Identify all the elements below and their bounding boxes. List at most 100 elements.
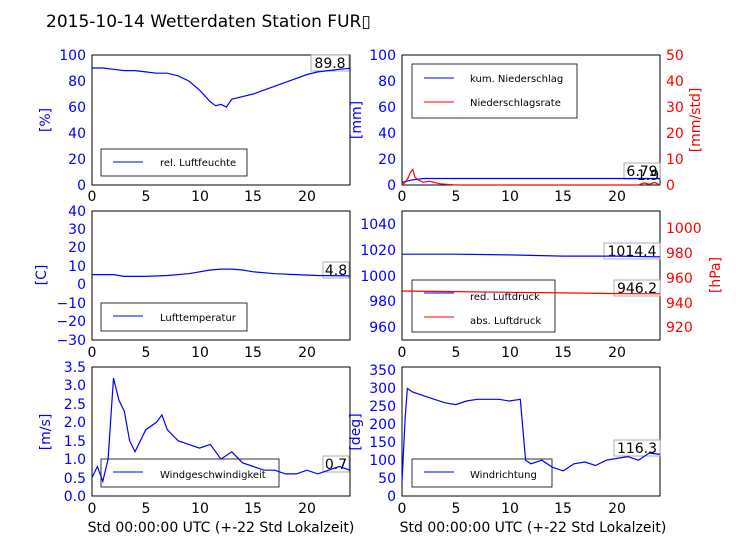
ytick-precip-4: 80 xyxy=(378,74,396,90)
legend-label-windspeed: Windgeschwindigkeit xyxy=(160,470,266,481)
value-box-winddir xyxy=(613,439,661,457)
series-line-temperature-0 xyxy=(92,268,351,277)
ytick-windspeed-6: 3.0 xyxy=(64,378,86,394)
legend-humidity: rel. Luftfeuchte xyxy=(100,148,248,177)
figure-title: 2015-10-14 Wetterdaten Station FUR▯ xyxy=(46,12,371,32)
series-line-winddir-0 xyxy=(401,387,661,482)
last-value-humidity: 89.8 xyxy=(314,56,345,72)
yticks-humidity: 0 20 40 60 80 100 xyxy=(59,48,86,194)
yticks-winddir: 0 50 100 150 200 250 300 350 xyxy=(369,363,396,505)
ylabel-windspeed: [m/s] xyxy=(38,414,54,451)
legend-box-temperature xyxy=(100,302,248,332)
xtick-precip-3: 15 xyxy=(554,189,572,205)
y2tick-pressure-0: 920 xyxy=(666,320,693,336)
yticks-windspeed: 0.0 0.5 1.0 1.5 2.0 2.5 3.0 3.5 xyxy=(64,360,86,505)
xticks-windspeed: 0 5 10 15 20 xyxy=(88,501,316,517)
last-value-pressure-1: 946.2 xyxy=(617,281,657,297)
ytick-windspeed-0: 0.0 xyxy=(64,489,86,505)
ytick-humidity-0: 0 xyxy=(77,178,86,194)
series-line-precip-1 xyxy=(401,168,661,186)
ytick-pressure-4: 1040 xyxy=(360,217,396,233)
y2tick-precip-0: 0 xyxy=(666,178,675,194)
series-line-pressure-0 xyxy=(402,253,661,258)
panel-winddir: [deg] 0 50 100 150 200 250 300 350 0 5 1… xyxy=(348,363,666,536)
xtick-temperature-4: 20 xyxy=(298,345,316,361)
xtick-windspeed-2: 10 xyxy=(191,501,209,517)
xtick-winddir-3: 15 xyxy=(554,501,572,517)
panel-windspeed: [m/s] 0.0 0.5 1.0 1.5 2.0 2.5 3.0 3.5 0 … xyxy=(38,360,354,536)
legend-label-precip-0: kum. Niederschlag xyxy=(470,74,563,85)
ytick-pressure-2: 1000 xyxy=(360,269,396,285)
ytick-pressure-0: 960 xyxy=(369,320,396,336)
value-label-temperature: 4.8 xyxy=(322,261,350,279)
ytick-windspeed-2: 1.0 xyxy=(64,452,86,468)
value-box-pressure-1 xyxy=(613,279,661,297)
xtick-pressure-1: 5 xyxy=(452,345,461,361)
xtick-winddir-1: 5 xyxy=(452,501,461,517)
y2tick-precip-4: 40 xyxy=(666,74,684,90)
legend-windspeed: Windgeschwindigkeit xyxy=(100,458,280,488)
xtick-precip-4: 20 xyxy=(608,189,626,205)
legend-label-winddir: Windrichtung xyxy=(470,470,537,481)
xtick-temperature-2: 10 xyxy=(191,345,209,361)
xtick-precip-1: 5 xyxy=(452,189,461,205)
xtick-windspeed-1: 5 xyxy=(142,501,151,517)
series-line-windspeed-0 xyxy=(91,377,351,484)
ytick-winddir-1: 50 xyxy=(378,471,396,487)
y2tick-precip-1: 10 xyxy=(666,152,684,168)
xticks-pressure: 0 5 10 15 20 xyxy=(398,345,626,361)
xtick-humidity-2: 10 xyxy=(191,189,209,205)
y2tick-pressure-2: 960 xyxy=(666,271,693,287)
xtick-pressure-3: 15 xyxy=(554,345,572,361)
value-labels-pressure: 1014.4 946.2 xyxy=(603,242,661,297)
xtick-humidity-4: 20 xyxy=(298,189,316,205)
y2ticks-precip: 0 10 20 30 40 50 xyxy=(666,48,684,194)
series-line-humidity-0 xyxy=(92,67,351,108)
xtick-windspeed-4: 20 xyxy=(298,501,316,517)
ytick-windspeed-5: 2.5 xyxy=(64,397,86,413)
legend-label-pressure-0: red. Luftdruck xyxy=(470,292,540,303)
ylabel-winddir: [deg] xyxy=(348,413,364,450)
yticks-pressure: 960 980 1000 1020 1040 xyxy=(360,217,396,336)
ytick-temperature-5: 20 xyxy=(68,240,86,256)
legend-label-temperature: Lufttemperatur xyxy=(160,313,237,324)
legend-pressure: red. Luftdruck abs. Luftdruck xyxy=(411,279,556,333)
series-line-precip-0 xyxy=(401,177,660,183)
legend-box-windspeed xyxy=(100,458,280,488)
ytick-humidity-3: 60 xyxy=(68,100,86,116)
xtick-humidity-3: 15 xyxy=(244,189,262,205)
ytick-winddir-6: 300 xyxy=(369,381,396,397)
xlabel-windspeed: Std 00:00:00 UTC (+-22 Std Lokalzeit) xyxy=(88,520,355,536)
yticks-precip: 0 20 40 60 80 100 xyxy=(369,48,396,194)
ytick-precip-5: 100 xyxy=(369,48,396,64)
xtick-winddir-4: 20 xyxy=(608,501,626,517)
xticks-precip: 0 5 10 15 20 xyxy=(398,189,626,205)
ytick-temperature-4: 10 xyxy=(68,259,86,275)
ylabel-humidity: [%] xyxy=(38,108,54,132)
legend-temperature: Lufttemperatur xyxy=(100,302,248,332)
last-value-temperature: 4.8 xyxy=(325,263,347,279)
ytick-humidity-4: 80 xyxy=(68,74,86,90)
y2tick-pressure-1: 940 xyxy=(666,296,693,312)
ytick-winddir-2: 100 xyxy=(369,453,396,469)
ytick-winddir-0: 0 xyxy=(387,489,396,505)
value-box-pressure-0 xyxy=(603,242,661,260)
ytick-temperature-3: 0 xyxy=(77,277,86,293)
ytick-windspeed-3: 1.5 xyxy=(64,434,86,450)
y2tick-precip-5: 50 xyxy=(666,48,684,64)
ylabel-temperature: [C] xyxy=(34,265,50,286)
ytick-humidity-1: 20 xyxy=(68,152,86,168)
series-layer xyxy=(91,67,661,484)
legend-box-winddir xyxy=(411,458,553,488)
ylabel-precip: [mm] xyxy=(349,101,365,139)
y2ticks-pressure: 920 940 960 980 1000 xyxy=(666,221,702,336)
ytick-temperature-2: −10 xyxy=(56,296,86,312)
y2label-pressure: [hPa] xyxy=(708,257,724,293)
ytick-winddir-4: 200 xyxy=(369,417,396,433)
ytick-winddir-3: 150 xyxy=(369,435,396,451)
value-label-winddir: 116.3 xyxy=(613,439,661,457)
panel-humidity: [%] 0 20 40 60 80 100 0 5 10 15 20 rel. … xyxy=(38,48,351,205)
ytick-windspeed-4: 2.0 xyxy=(64,415,86,431)
y2tick-precip-2: 20 xyxy=(666,126,684,142)
ytick-windspeed-1: 0.5 xyxy=(64,471,86,487)
